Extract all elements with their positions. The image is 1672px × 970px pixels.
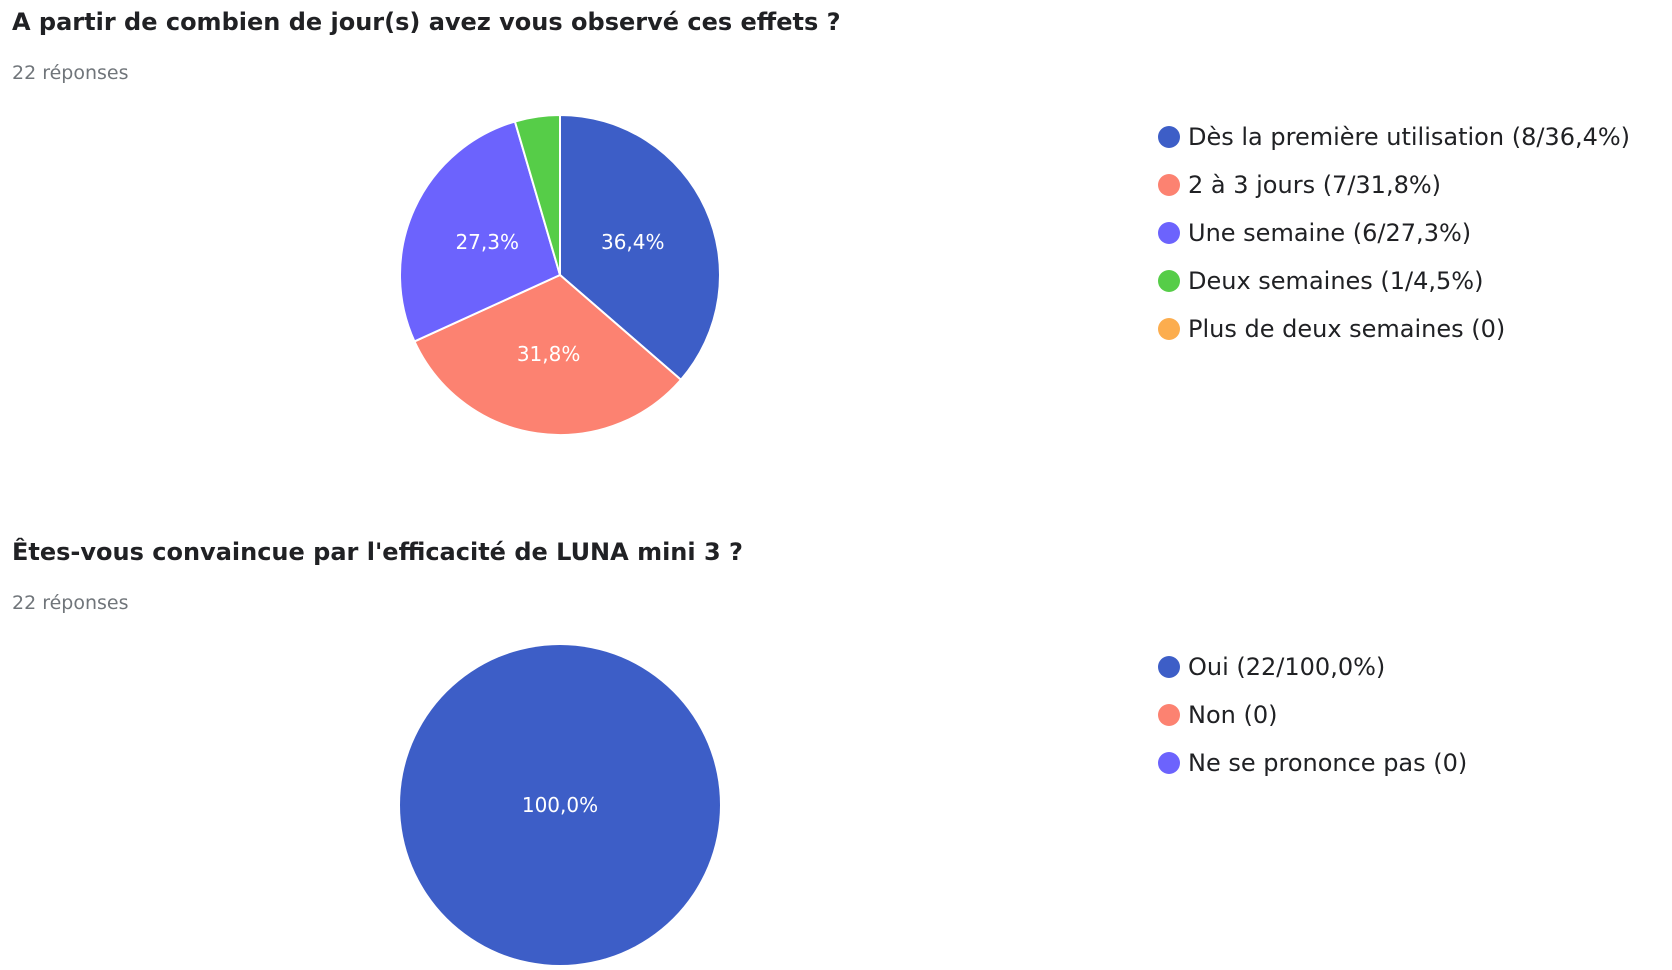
- legend-swatch: [1158, 270, 1180, 292]
- legend-item[interactable]: 2 à 3 jours (7/31,8%): [1158, 161, 1630, 209]
- slice-percentage-label: 27,3%: [455, 230, 519, 254]
- response-count: 22 réponses: [12, 592, 129, 614]
- legend-item[interactable]: Une semaine (6/27,3%): [1158, 209, 1630, 257]
- legend-swatch: [1158, 174, 1180, 196]
- pie-slice-0[interactable]: [559, 114, 721, 381]
- pie-slice-3[interactable]: [513, 114, 561, 276]
- question-title: Êtes-vous convaincue par l'efficacité de…: [12, 538, 743, 566]
- legend-item[interactable]: Oui (22/100,0%): [1158, 643, 1467, 691]
- legend-swatch: [1158, 752, 1180, 774]
- legend-swatch: [1158, 222, 1180, 244]
- slice-percentage-label: 36,4%: [601, 230, 665, 254]
- slice-percentage-label: 100,0%: [522, 793, 598, 817]
- pie-slice-2[interactable]: [399, 120, 561, 343]
- legend-label: Dès la première utilisation (8/36,4%): [1188, 123, 1631, 151]
- legend-label: Non (0): [1188, 701, 1278, 729]
- legend-label: Oui (22/100,0%): [1188, 653, 1386, 681]
- legend-label: Plus de deux semaines (0): [1188, 315, 1506, 343]
- legend-item[interactable]: Deux semaines (1/4,5%): [1158, 257, 1630, 305]
- legend-label: Deux semaines (1/4,5%): [1188, 267, 1484, 295]
- legend-swatch: [1158, 318, 1180, 340]
- question-effects-onset: A partir de combien de jour(s) avez vous…: [0, 0, 1672, 470]
- pie-slice-1[interactable]: [413, 274, 682, 436]
- legend-item[interactable]: Ne se prononce pas (0): [1158, 739, 1467, 787]
- legend-swatch: [1158, 704, 1180, 726]
- legend-label: Ne se prononce pas (0): [1188, 749, 1468, 777]
- slice-percentage-label: 31,8%: [517, 342, 581, 366]
- chart-legend: Dès la première utilisation (8/36,4%) 2 à…: [1158, 113, 1630, 353]
- pie-chart: 100,0%: [400, 645, 720, 965]
- chart-legend: Oui (22/100,0%) Non (0) Ne se prononce pas…: [1158, 643, 1467, 787]
- pie-chart: 36,4% 31,8% 27,3%: [399, 114, 721, 436]
- legend-swatch: [1158, 656, 1180, 678]
- question-title: A partir de combien de jour(s) avez vous…: [12, 8, 841, 36]
- legend-label: Une semaine (6/27,3%): [1188, 219, 1472, 247]
- legend-item[interactable]: Dès la première utilisation (8/36,4%): [1158, 113, 1630, 161]
- pie-slice-0[interactable]: [400, 645, 720, 965]
- legend-swatch: [1158, 126, 1180, 148]
- question-efficacy-conviction: Êtes-vous convaincue par l'efficacité de…: [0, 530, 1672, 970]
- legend-item[interactable]: Plus de deux semaines (0): [1158, 305, 1630, 353]
- response-count: 22 réponses: [12, 62, 129, 84]
- legend-label: 2 à 3 jours (7/31,8%): [1188, 171, 1442, 199]
- legend-item[interactable]: Non (0): [1158, 691, 1467, 739]
